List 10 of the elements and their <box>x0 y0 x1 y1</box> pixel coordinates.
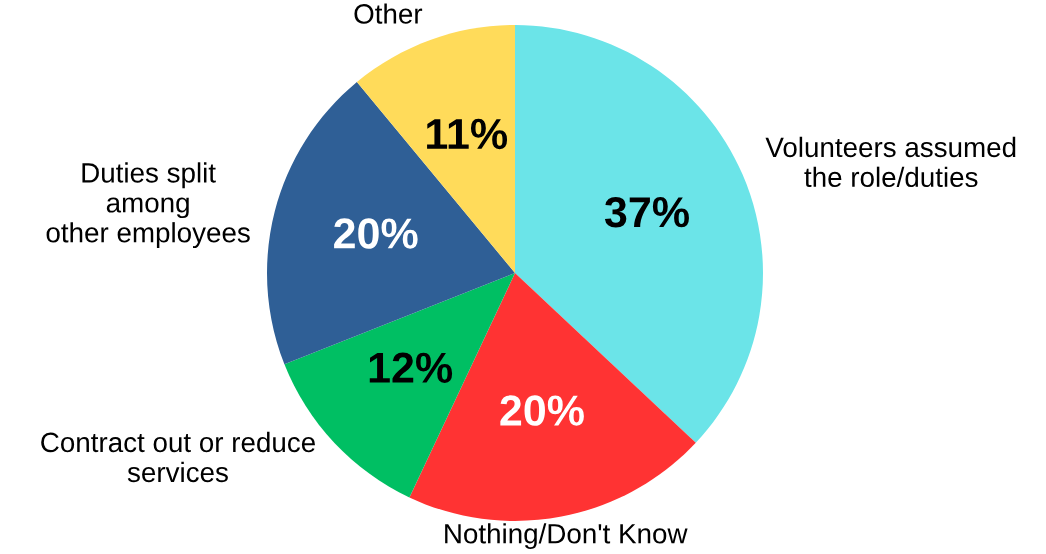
slice-label: Nothing/Don't Know <box>445 523 688 550</box>
data-label: 12% <box>369 352 453 383</box>
slice-label: Volunteers assumed the role/duties <box>765 136 1016 188</box>
slice-label: Contract out or reduce services <box>41 431 315 483</box>
data-label: 37% <box>604 196 689 228</box>
slice-label: Other <box>354 3 423 24</box>
data-label: 20% <box>500 395 584 426</box>
slice-label: Duties split among other employees <box>46 162 250 249</box>
data-label: 11% <box>427 118 508 150</box>
data-label: 20% <box>334 218 418 249</box>
